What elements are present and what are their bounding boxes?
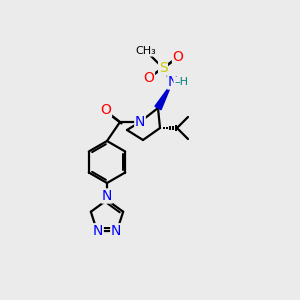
Polygon shape — [155, 83, 172, 110]
Text: N: N — [111, 224, 121, 238]
Text: N: N — [93, 224, 103, 238]
Text: N: N — [135, 115, 145, 129]
Text: O: O — [172, 50, 183, 64]
Text: O: O — [100, 103, 111, 117]
Text: N: N — [168, 75, 178, 89]
Text: N: N — [102, 189, 112, 203]
Text: CH₃: CH₃ — [136, 46, 156, 56]
Text: S: S — [159, 61, 167, 75]
Text: –H: –H — [174, 77, 188, 87]
Text: O: O — [144, 71, 154, 85]
